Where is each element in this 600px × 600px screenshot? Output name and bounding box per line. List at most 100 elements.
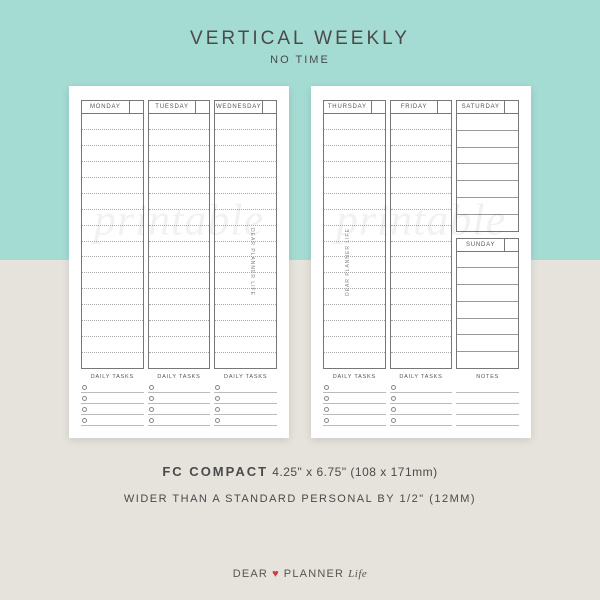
checkbox-circle-icon [82,418,87,423]
task-row [214,415,277,426]
task-row [214,393,277,404]
writing-line [149,162,210,178]
task-row [81,415,144,426]
checkbox-circle-icon [391,407,396,412]
checkbox-circle-icon [82,407,87,412]
day-label: THURSDAY [324,104,371,110]
writing-line [215,289,276,305]
checkbox-circle-icon [215,407,220,412]
lines-block [81,114,144,369]
task-row [148,415,211,426]
writing-line [391,130,452,146]
day-column: TUESDAY DAILY TASKS [148,100,211,426]
checkbox-circle-icon [82,396,87,401]
task-row [390,382,453,393]
task-row [323,393,386,404]
checkbox-circle-icon [324,385,329,390]
writing-line [82,178,143,194]
writing-line [391,353,452,368]
writing-line [215,257,276,273]
writing-line [324,194,385,210]
lines-block [148,114,211,369]
writing-line [82,194,143,210]
size-dimensions: 4.25" x 6.75" (108 x 171mm) [272,465,437,479]
checkbox-circle-icon [215,418,220,423]
writing-line [391,114,452,130]
task-row [390,393,453,404]
writing-line [324,114,385,130]
writing-line [215,242,276,258]
writing-line [391,305,452,321]
writing-line [391,289,452,305]
size-line: FC COMPACT 4.25" x 6.75" (108 x 171mm) [0,464,600,479]
writing-line [324,289,385,305]
writing-line [82,337,143,353]
writing-line [82,242,143,258]
writing-line [215,305,276,321]
lines-block [214,114,277,369]
writing-line [324,210,385,226]
writing-line [149,289,210,305]
writing-line [82,257,143,273]
tasks-header: DAILY TASKS [214,374,277,380]
weekend-half: SUNDAY [456,238,519,370]
day-label: TUESDAY [149,104,196,110]
writing-line [149,321,210,337]
day-header: SUNDAY [456,238,519,252]
writing-line [215,146,276,162]
writing-line [82,210,143,226]
day-header: SATURDAY [456,100,519,114]
subtitle: NO TIME [0,54,600,66]
tasks-header: DAILY TASKS [148,374,211,380]
tasks-block: DAILY TASKS [214,369,277,426]
writing-line [457,198,518,215]
writing-line [457,164,518,181]
weekend-half: SATURDAY [456,100,519,232]
lines-block [390,114,453,369]
date-box [129,101,143,113]
writing-line [324,130,385,146]
writing-line [457,181,518,198]
side-brand-label: DEAR PLANNER LIFE [249,228,255,296]
writing-line [149,337,210,353]
writing-line [391,178,452,194]
task-row [148,393,211,404]
writing-line [149,146,210,162]
day-header: TUESDAY [148,100,211,114]
size-name: FC COMPACT [162,464,268,479]
size-note: WIDER THAN A STANDARD PERSONAL BY 1/2" (… [0,493,600,505]
writing-line [215,194,276,210]
checkbox-circle-icon [149,396,154,401]
checkbox-circle-icon [215,396,220,401]
day-label: MONDAY [82,104,129,110]
writing-line [457,114,518,131]
writing-line [324,226,385,242]
day-header: FRIDAY [390,100,453,114]
writing-line [215,130,276,146]
date-box [437,101,451,113]
date-box [504,101,518,113]
writing-line [324,337,385,353]
writing-line [215,114,276,130]
writing-line [457,215,518,231]
task-row [456,382,519,393]
writing-line [391,337,452,353]
tasks-header: DAILY TASKS [81,374,144,380]
checkbox-circle-icon [391,396,396,401]
checkbox-circle-icon [324,407,329,412]
date-box [195,101,209,113]
writing-line [215,321,276,337]
heart-icon: ♥ [272,568,280,580]
writing-line [82,146,143,162]
writing-line [215,353,276,368]
task-row [390,415,453,426]
brand-suffix: Life [348,568,367,580]
task-row [214,404,277,415]
checkbox-circle-icon [324,418,329,423]
weekend-split: SATURDAY SUNDAY [456,100,519,369]
date-box [371,101,385,113]
writing-line [149,130,210,146]
writing-line [324,146,385,162]
writing-line [324,257,385,273]
tasks-block: DAILY TASKS [390,369,453,426]
